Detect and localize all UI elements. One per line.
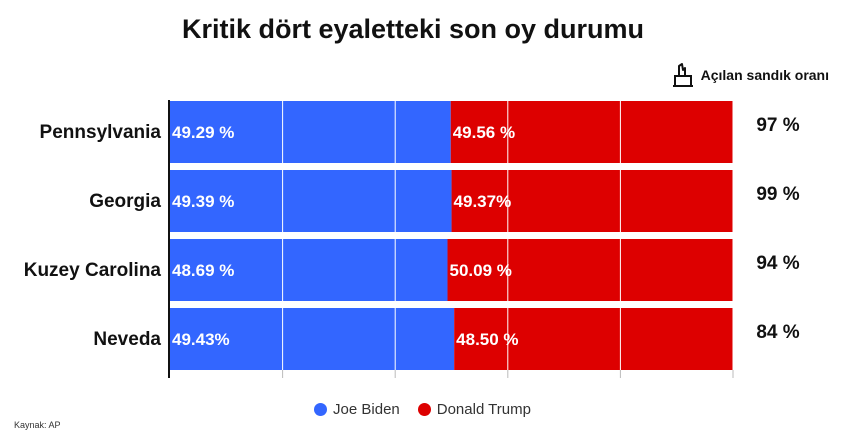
category-label-pennsylvania: Pennsylvania	[40, 122, 162, 143]
bar-label-trump-pennsylvania: 49.56 %	[453, 123, 515, 142]
bar-biden-pennsylvania	[170, 101, 451, 163]
legend-label-biden: Joe Biden	[333, 400, 400, 418]
ballot-box-icon	[672, 63, 693, 87]
legend-swatch-biden	[314, 402, 328, 416]
bar-trump-kuzey-carolina	[447, 239, 733, 301]
chart-title: Kritik dört eyaletteki son oy durumu	[181, 14, 645, 44]
bar-trump-georgia	[451, 170, 733, 232]
bar-trump-neveda	[454, 308, 733, 370]
reporting-value-georgia: 99 %	[756, 184, 799, 205]
bar-label-trump-georgia: 49.37%	[454, 192, 512, 211]
bar-biden-kuzey-carolina	[170, 239, 448, 301]
bar-label-biden-neveda: 49.43%	[172, 330, 230, 349]
bar-trump-pennsylvania	[450, 101, 733, 163]
legend-swatch-trump	[417, 402, 431, 416]
bar-label-trump-neveda: 48.50 %	[456, 330, 518, 349]
bar-label-trump-kuzey-carolina: 50.09 %	[450, 261, 512, 280]
source-note: Kaynak: AP	[14, 420, 61, 430]
bar-label-biden-kuzey-carolina: 48.69 %	[172, 261, 234, 280]
legend-item-biden: Joe Biden	[314, 401, 400, 418]
category-label-neveda: Neveda	[93, 329, 161, 350]
category-label-georgia: Georgia	[89, 191, 161, 212]
reporting-header: Açılan sandık oranı	[671, 62, 829, 88]
bar-biden-neveda	[170, 308, 455, 370]
reporting-label: Açılan sandık oranı	[700, 67, 829, 83]
reporting-value-pennsylvania: 97 %	[756, 115, 799, 136]
bar-biden-georgia	[170, 170, 452, 232]
legend-item-trump: Donald Trump	[417, 400, 531, 418]
reporting-value-kuzey-carolina: 94 %	[756, 253, 799, 274]
category-label-kuzey-carolina: Kuzey Carolina	[24, 260, 162, 281]
reporting-value-neveda: 84 %	[756, 322, 799, 343]
legend-label-trump: Donald Trump	[436, 400, 531, 418]
legend: Joe Biden Donald Trump	[0, 398, 845, 420]
bar-label-biden-pennsylvania: 49.29 %	[172, 123, 234, 142]
bar-label-biden-georgia: 49.39 %	[172, 192, 234, 211]
